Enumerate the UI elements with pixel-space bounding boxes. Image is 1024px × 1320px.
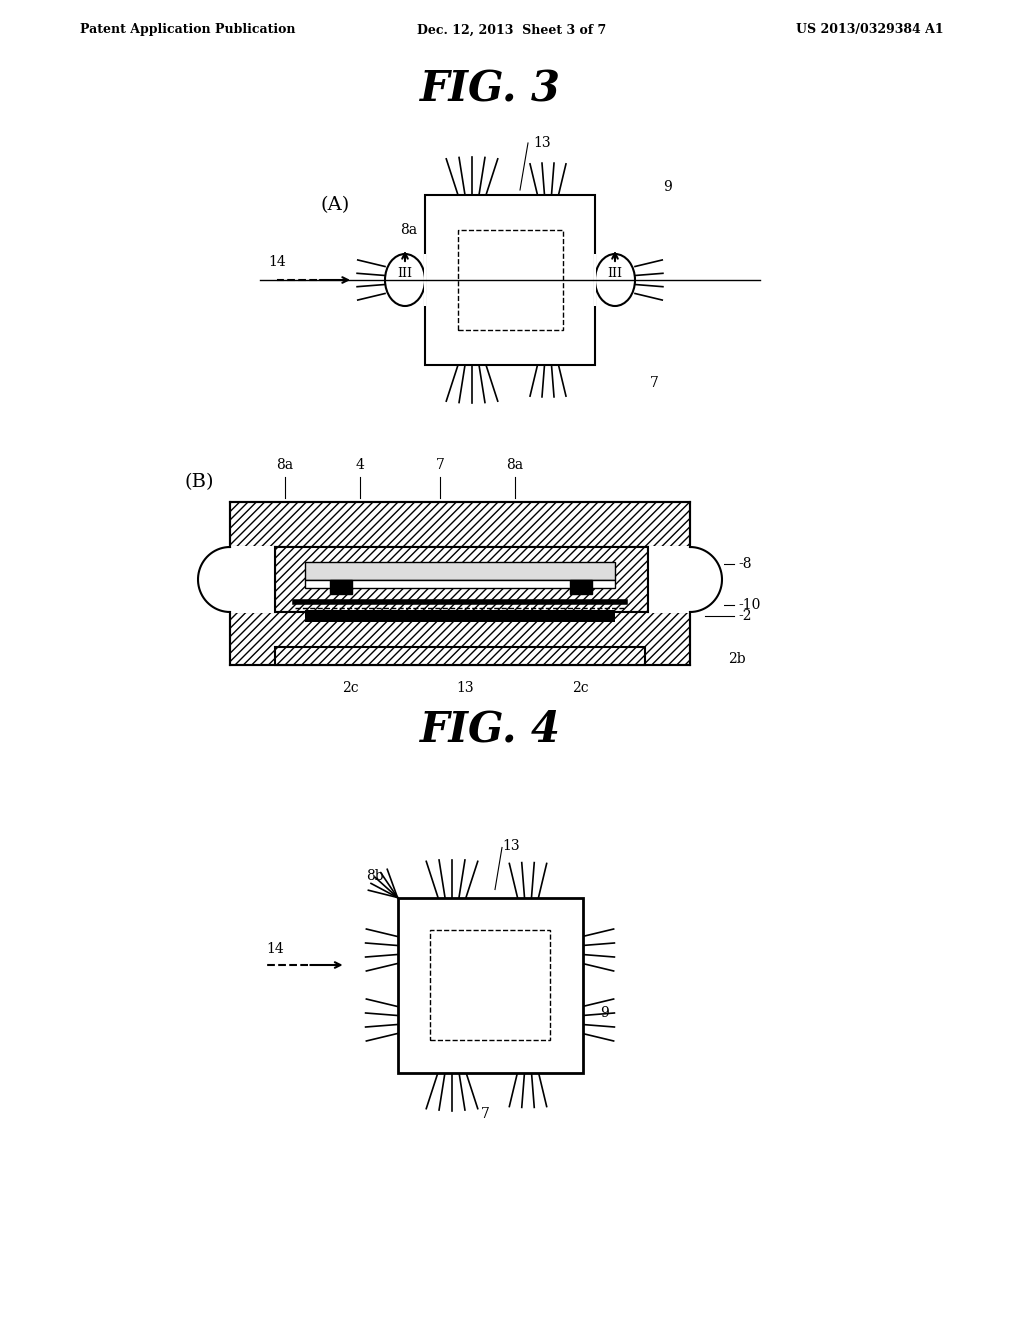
Text: 2b: 2b bbox=[728, 652, 745, 667]
Bar bbox=[397, 898, 583, 1072]
Text: Patent Application Publication: Patent Application Publication bbox=[80, 24, 296, 37]
Text: 14: 14 bbox=[268, 255, 286, 269]
Text: III: III bbox=[607, 267, 623, 280]
Bar bbox=[305, 562, 615, 579]
Text: 13: 13 bbox=[502, 838, 519, 853]
Polygon shape bbox=[230, 502, 690, 546]
Text: 13: 13 bbox=[534, 136, 551, 150]
Bar bbox=[430, 931, 550, 1040]
Polygon shape bbox=[649, 546, 724, 612]
Bar bbox=[305, 610, 615, 622]
Text: -10: -10 bbox=[738, 598, 761, 612]
Text: (A): (A) bbox=[319, 195, 349, 214]
Polygon shape bbox=[196, 546, 274, 612]
Bar bbox=[570, 579, 592, 594]
Text: 8a: 8a bbox=[400, 223, 417, 238]
Text: 14: 14 bbox=[266, 942, 285, 956]
Text: 4: 4 bbox=[355, 458, 365, 473]
Text: 8a: 8a bbox=[507, 458, 523, 473]
Text: 2c: 2c bbox=[342, 681, 358, 696]
Text: -8: -8 bbox=[738, 557, 752, 572]
Text: (B): (B) bbox=[185, 473, 214, 491]
Ellipse shape bbox=[385, 253, 425, 306]
Ellipse shape bbox=[595, 253, 635, 306]
Bar bbox=[425, 195, 595, 366]
Text: 7: 7 bbox=[480, 1107, 489, 1122]
Polygon shape bbox=[275, 546, 648, 612]
Text: 7: 7 bbox=[650, 376, 658, 389]
Text: FIG. 4: FIG. 4 bbox=[420, 709, 560, 751]
Bar bbox=[275, 647, 645, 665]
Polygon shape bbox=[230, 612, 690, 665]
Bar bbox=[458, 230, 562, 330]
Text: US 2013/0329384 A1: US 2013/0329384 A1 bbox=[797, 24, 944, 37]
Text: 13: 13 bbox=[456, 681, 474, 696]
Text: 9: 9 bbox=[663, 180, 672, 194]
Text: 9: 9 bbox=[600, 1006, 609, 1020]
Bar bbox=[594, 253, 596, 306]
Text: FIG. 3: FIG. 3 bbox=[420, 69, 560, 111]
Text: 8a: 8a bbox=[276, 458, 294, 473]
Bar bbox=[305, 579, 615, 587]
Text: 8b: 8b bbox=[366, 869, 384, 883]
Text: III: III bbox=[397, 267, 413, 280]
Text: Dec. 12, 2013  Sheet 3 of 7: Dec. 12, 2013 Sheet 3 of 7 bbox=[418, 24, 606, 37]
Text: -2: -2 bbox=[738, 609, 752, 623]
Bar bbox=[424, 253, 426, 306]
Text: 7: 7 bbox=[435, 458, 444, 473]
Bar bbox=[330, 579, 352, 594]
Text: 2c: 2c bbox=[571, 681, 589, 696]
